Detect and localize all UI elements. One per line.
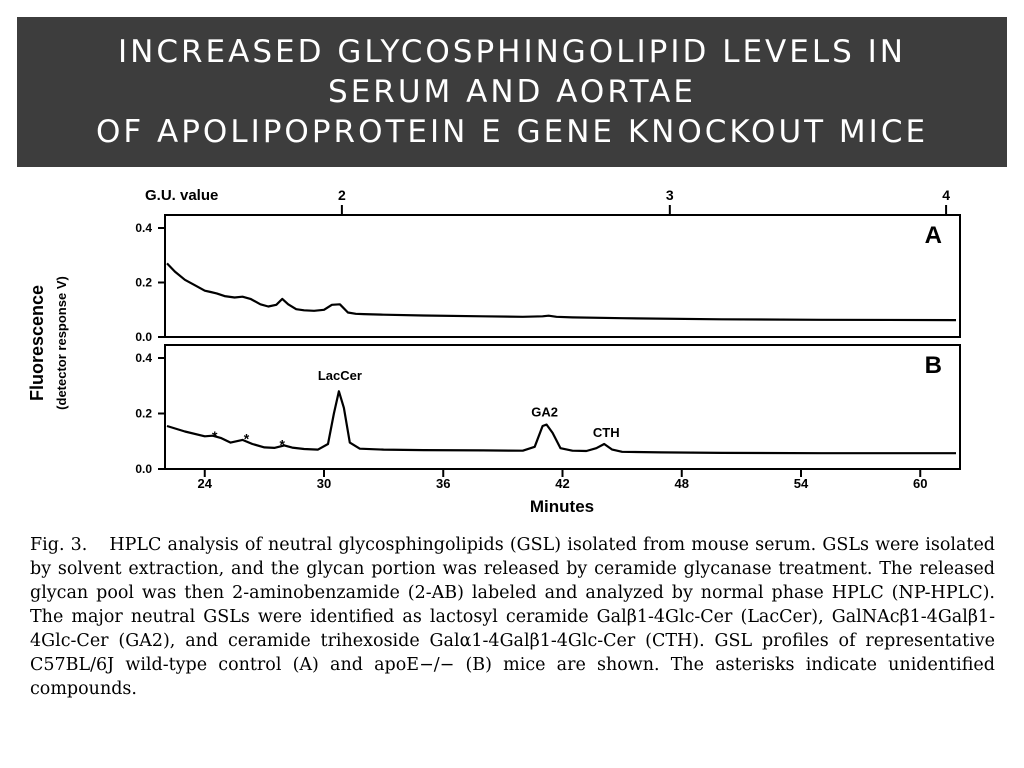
y-tick-label: 0.4 bbox=[135, 351, 152, 365]
unidentified-peak-marker: * bbox=[212, 428, 218, 444]
y-tick-label: 0.4 bbox=[135, 221, 152, 235]
x-tick-label: 24 bbox=[198, 476, 213, 491]
y-tick-label: 0.0 bbox=[135, 462, 152, 476]
y-tick-label: 0.2 bbox=[135, 407, 152, 421]
slide-title-bar: Increased Glycosphingolipid Levels in Se… bbox=[17, 17, 1007, 167]
panel-a-frame bbox=[164, 214, 961, 338]
chromatogram-trace-a bbox=[166, 262, 957, 322]
panel-label-a: A bbox=[925, 222, 942, 249]
x-tick-label: 54 bbox=[794, 476, 809, 491]
peak-label: GA2 bbox=[531, 404, 558, 419]
gu-tick-label: 2 bbox=[338, 187, 346, 203]
unidentified-peak-marker: * bbox=[244, 431, 250, 447]
x-tick-label: 42 bbox=[555, 476, 569, 491]
gu-axis-label: G.U. value bbox=[145, 187, 218, 204]
unidentified-peak-marker: * bbox=[280, 436, 286, 452]
y-axis-subtitle: (detector response V) bbox=[54, 276, 69, 410]
slide-title-line-2: Serum and Aortae bbox=[328, 74, 696, 110]
x-axis-title: Minutes bbox=[530, 497, 594, 516]
y-axis-title: Fluorescence bbox=[27, 285, 47, 401]
peak-label: CTH bbox=[593, 425, 620, 440]
slide-title-line-3: of Apolipoprotein E Gene Knockout Mice bbox=[95, 114, 929, 150]
x-tick-label: 60 bbox=[913, 476, 927, 491]
caption-text: HPLC analysis of neutral glycosphingolip… bbox=[30, 535, 995, 699]
peak-label: LacCer bbox=[318, 368, 362, 383]
x-tick-label: 48 bbox=[675, 476, 689, 491]
figure-caption: Fig. 3. HPLC analysis of neutral glycosph… bbox=[30, 533, 995, 701]
gu-tick-label: 4 bbox=[942, 187, 950, 203]
hplc-chromatogram-figure: 0.0 0.2 0.4 A G.U. value 2 3 4 0.0 0.2 0.4 B 24 30 36… bbox=[27, 187, 961, 516]
x-tick-label: 30 bbox=[317, 476, 331, 491]
chart-panel-b: 0.0 0.2 0.4 B 24 30 36 42 48 54 60 Minutes LacCer GA2… bbox=[135, 344, 961, 516]
y-tick-label: 0.0 bbox=[135, 330, 152, 344]
chart-panel-a: 0.0 0.2 0.4 A G.U. value 2 3 4 bbox=[135, 187, 961, 344]
chart-shared-labels: Fluorescence (detector response V) bbox=[27, 276, 69, 410]
x-tick-label: 36 bbox=[436, 476, 450, 491]
chromatogram-trace-b bbox=[166, 390, 956, 455]
gu-tick-label: 3 bbox=[666, 187, 674, 203]
y-tick-label: 0.2 bbox=[135, 276, 152, 290]
slide-title-line-1: Increased Glycosphingolipid Levels in bbox=[118, 34, 906, 70]
panel-label-b: B bbox=[925, 352, 942, 379]
caption-label: Fig. 3. bbox=[30, 535, 88, 555]
